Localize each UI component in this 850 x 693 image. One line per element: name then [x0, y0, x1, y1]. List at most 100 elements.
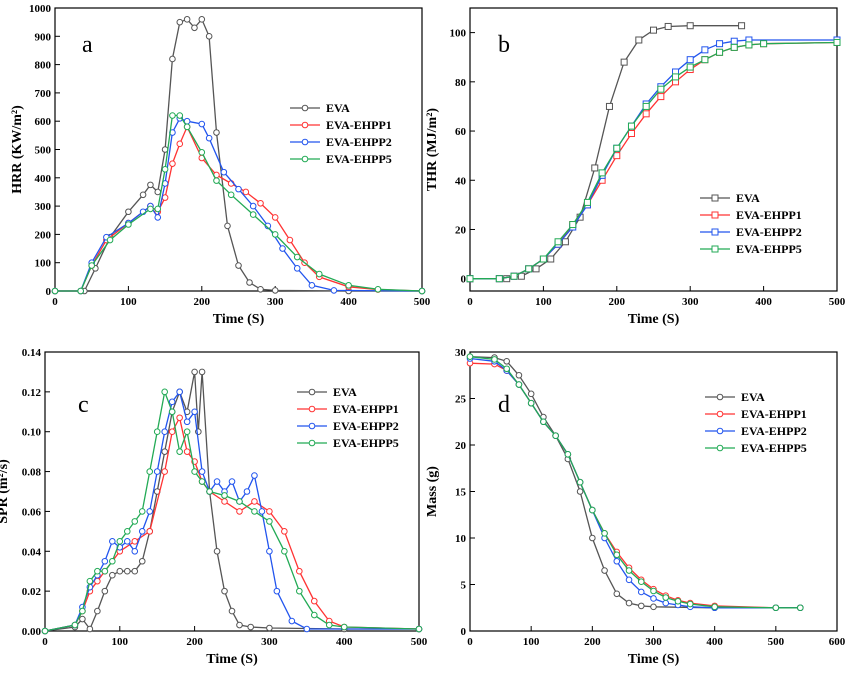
data-point	[249, 202, 257, 210]
data-point	[235, 185, 242, 193]
data-point	[266, 547, 273, 555]
legend: EVA EVA-EHPP1 EVA-EHPP2 EVA-EHPP5	[290, 101, 392, 166]
legend-label: EVA-EHPP1	[326, 118, 392, 132]
data-point	[191, 368, 198, 376]
data-point	[598, 169, 606, 177]
data-point	[525, 265, 533, 273]
legend-marker	[308, 439, 316, 447]
data-point	[41, 627, 49, 635]
data-point	[101, 587, 109, 595]
data-point	[279, 245, 286, 252]
data-point	[198, 16, 206, 23]
data-point	[154, 188, 162, 196]
legend-entry: EVA-EHPP5	[700, 242, 802, 256]
legend-label: EVA	[326, 101, 350, 115]
data-point	[235, 262, 242, 269]
x-tick-label: 500	[414, 296, 431, 308]
legend-entry: EVA-EHPP2	[297, 419, 399, 433]
data-point	[146, 508, 154, 515]
data-point	[564, 451, 572, 458]
legend: EVA EVA-EHPP1 EVA-EHPP2 EVA-EHPP5	[705, 390, 807, 455]
data-point	[88, 262, 95, 269]
data-point	[176, 140, 184, 148]
data-point	[198, 478, 206, 485]
legend-label: EVA-EHPP1	[736, 208, 802, 222]
legend-marker	[301, 155, 309, 163]
data-point	[613, 557, 621, 565]
data-point	[627, 122, 635, 130]
data-point	[116, 567, 124, 575]
data-point	[106, 236, 114, 244]
data-point	[296, 567, 303, 575]
data-point	[730, 43, 738, 51]
data-point	[635, 36, 643, 44]
series-eva-ehpp5	[466, 38, 841, 283]
data-point	[228, 607, 236, 615]
data-point	[591, 164, 599, 172]
data-point	[51, 287, 59, 295]
data-point	[642, 102, 650, 110]
data-point	[205, 33, 213, 40]
y-tick-label: 60	[455, 126, 467, 138]
data-point	[183, 16, 191, 23]
legend-label: EVA-EHPP5	[326, 152, 392, 166]
data-point	[79, 607, 86, 615]
data-point	[266, 508, 273, 515]
data-point	[125, 208, 132, 216]
x-tick-label: 500	[411, 636, 428, 648]
data-point	[540, 418, 547, 426]
data-point	[243, 488, 251, 495]
data-point	[515, 371, 523, 379]
data-point	[613, 551, 621, 559]
data-point	[169, 160, 176, 167]
y-tick-label: 100	[450, 28, 467, 40]
data-point	[176, 388, 183, 396]
data-point	[183, 418, 191, 426]
legend-entry: EVA	[700, 191, 760, 205]
legend-marker	[716, 410, 724, 418]
data-point	[625, 567, 633, 574]
data-point	[249, 211, 257, 218]
data-point	[569, 221, 577, 229]
data-point	[330, 287, 338, 294]
y-tick-label: 20	[455, 224, 467, 236]
data-point	[161, 388, 168, 396]
data-point	[176, 112, 184, 119]
x-tick-label: 0	[42, 636, 48, 648]
legend-label: EVA-EHPP5	[741, 441, 807, 455]
panel-a: 0 100 200 300 400 500 0 100 200 300 400 500 600 700 80…	[10, 3, 431, 327]
data-point	[418, 287, 426, 295]
data-point	[589, 534, 596, 542]
legend-label: EVA-EHPP5	[736, 242, 802, 256]
data-point	[738, 22, 746, 30]
data-point	[125, 221, 132, 228]
legend-label: EVA	[736, 191, 760, 205]
data-point	[168, 408, 176, 416]
data-point	[161, 468, 168, 475]
data-point	[246, 279, 253, 286]
data-point	[161, 428, 168, 436]
data-point	[281, 528, 288, 535]
x-tick-label: 300	[261, 636, 278, 648]
data-point	[109, 557, 116, 565]
x-axis-title: Time (S)	[206, 652, 258, 667]
legend-entry: EVA	[297, 385, 357, 399]
data-point	[79, 615, 86, 623]
y-tick-label: 25	[455, 394, 467, 406]
x-tick-label: 0	[52, 296, 58, 308]
data-point	[772, 604, 780, 612]
data-point	[161, 166, 169, 173]
data-point	[221, 587, 228, 595]
data-point	[613, 144, 621, 152]
data-point	[308, 282, 316, 289]
data-point	[176, 414, 183, 422]
x-tick-label: 100	[120, 296, 137, 308]
legend-label: EVA	[741, 390, 765, 404]
panel-letter: b	[498, 32, 510, 58]
y-tick-label: 0.08	[22, 467, 42, 479]
data-point	[686, 600, 694, 608]
data-point	[131, 518, 139, 525]
data-point	[637, 602, 645, 610]
data-point	[236, 508, 243, 515]
data-point	[495, 275, 503, 283]
